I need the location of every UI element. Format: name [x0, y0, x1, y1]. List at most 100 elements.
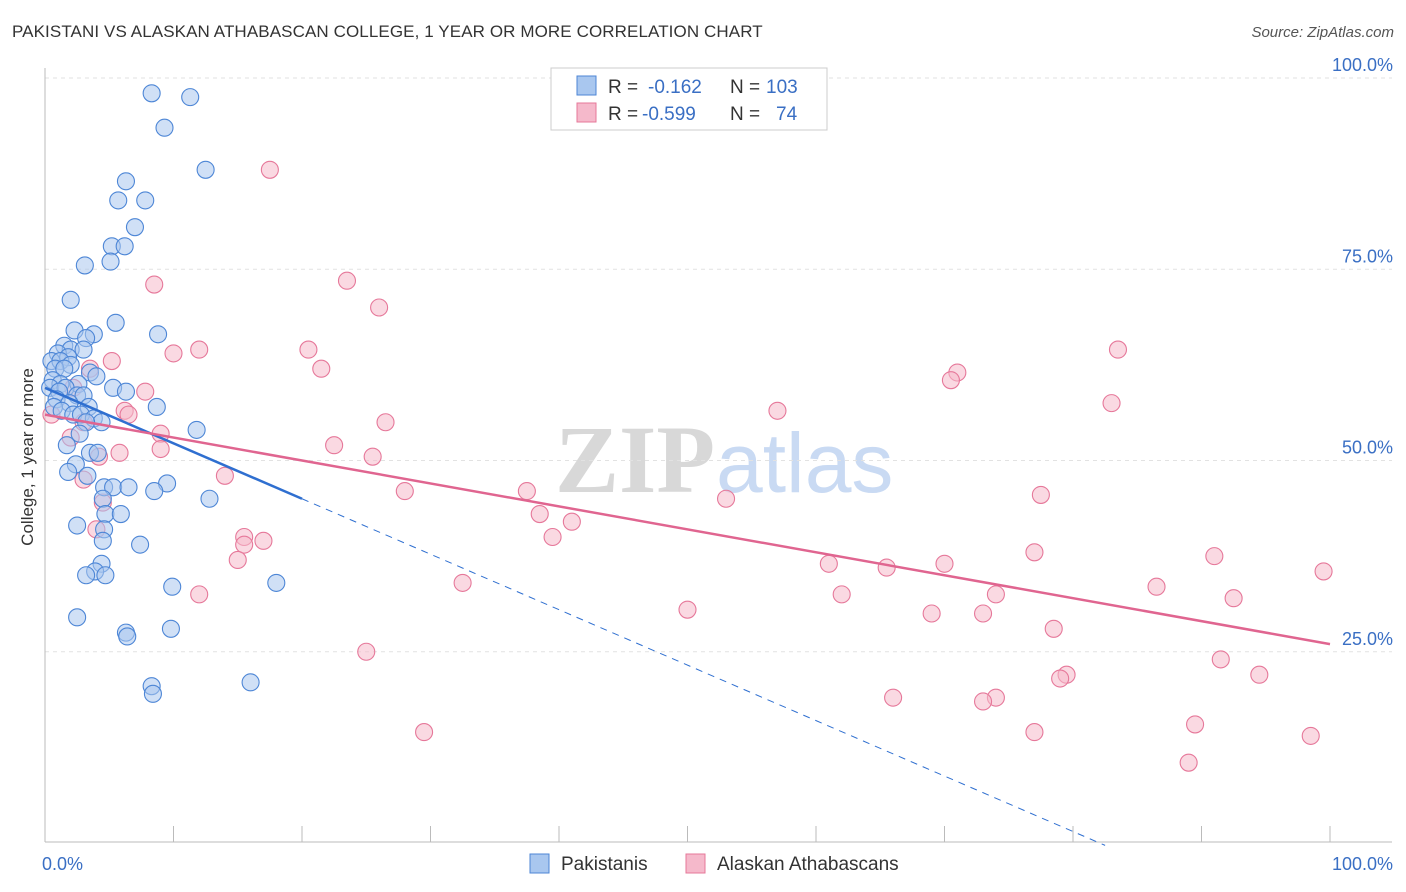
alaskan-point-28: [363, 447, 382, 466]
pakistani-point-51: [187, 420, 206, 439]
alaskan-point-59: [1044, 619, 1063, 638]
pakistani-point-5: [109, 191, 128, 210]
alaskan-point-6: [164, 344, 183, 363]
alaskan-point-32: [395, 482, 414, 501]
alaskan-point-40: [254, 531, 273, 550]
alaskan-point-15: [1102, 394, 1121, 413]
y-axis-label: College, 1 year or more: [18, 368, 37, 546]
alaskan-point-71: [1301, 726, 1320, 745]
alaskan-point-43: [1025, 543, 1044, 562]
pakistani-point-16: [149, 325, 168, 344]
gridlines: [45, 77, 1392, 653]
pakistani-point-66: [96, 504, 115, 524]
pakistani-point-67: [111, 504, 130, 524]
alaskan-point-60: [357, 642, 376, 661]
alaskan-point-29: [215, 466, 234, 485]
alaskan-point-0: [260, 160, 279, 179]
pakistani-point-53: [57, 436, 76, 455]
legend-n-label-1: N =: [730, 77, 760, 98]
pakistani-point-62: [119, 478, 138, 497]
alaskan-point-48: [877, 558, 896, 577]
pakistani-point-4: [116, 172, 136, 191]
pakistani-point-11: [101, 252, 120, 271]
alaskan-point-57: [922, 604, 941, 623]
y-tick-label-1: 50.0%: [1342, 438, 1393, 458]
pakistani-point-79: [161, 619, 180, 638]
pakistani-point-84: [241, 673, 260, 692]
legend-r-value-1: -0.162: [648, 77, 702, 98]
pakistani-point-76: [163, 577, 182, 596]
pakistani-point-3: [196, 160, 215, 179]
alaskan-point-69: [1025, 723, 1044, 742]
alaskan-point-4: [299, 340, 318, 359]
pakistani-point-52: [70, 424, 89, 443]
chart-title: PAKISTANI VS ALASKAN ATHABASCAN COLLEGE,…: [12, 22, 763, 41]
pakistani-point-12: [61, 290, 80, 309]
pakistani-point-55: [88, 443, 107, 462]
axes: 25.0% 50.0% 75.0% 100.0% 0.0% 100.0%: [42, 55, 1393, 874]
pakistani-point-36: [116, 382, 136, 401]
stats-legend: R = -0.162 N = 103 R = -0.599 N = 74: [550, 67, 828, 131]
y-tick-label-2: 75.0%: [1342, 246, 1393, 266]
alaskan-point-51: [1147, 577, 1166, 596]
pakistani-point-81: [118, 627, 137, 646]
alaskan-point-44: [228, 550, 247, 570]
alaskan-point-53: [190, 585, 209, 604]
alaskan-point-70: [1186, 715, 1205, 734]
bottom-legend-swatch-pakistanis: [529, 853, 550, 874]
alaskan-point-1: [337, 271, 357, 290]
alaskan-point-68: [415, 723, 434, 742]
alaskan-point-50: [453, 573, 472, 592]
alaskan-point-26: [110, 443, 129, 462]
source-label: Source: ZipAtlas.com: [1251, 24, 1394, 41]
alaskan-point-62: [1250, 665, 1269, 684]
pakistani-point-10: [75, 256, 94, 275]
pakistani-point-57: [59, 462, 78, 482]
pakistani-point-20: [74, 340, 93, 359]
pakistani-point-78: [68, 608, 87, 627]
x-tick-label-0: 0.0%: [42, 854, 83, 874]
pakistani-point-68: [68, 516, 87, 535]
alaskan-point-55: [1224, 589, 1243, 608]
pakistani-point-83: [143, 684, 162, 703]
pakistani-point-75: [96, 566, 115, 585]
pakistani-point-7: [125, 218, 144, 237]
x-tick-label-1: 100.0%: [1332, 854, 1393, 874]
y-tick-label-3: 100.0%: [1332, 55, 1393, 75]
alaskan-point-52: [832, 585, 851, 604]
alaskan-point-72: [1179, 753, 1198, 772]
trend-lines: [44, 386, 1331, 846]
data-points: [41, 84, 1333, 772]
pakistani-point-2: [155, 118, 174, 137]
pakistani-point-49: [92, 413, 111, 432]
alaskan-point-14: [136, 382, 155, 401]
alaskan-point-49: [1314, 562, 1333, 581]
legend-swatch-pakistanis: [576, 75, 597, 96]
alaskan-point-7: [1108, 340, 1128, 359]
legend-n-label-2: N =: [730, 104, 760, 125]
y-tick-label-0: 25.0%: [1342, 629, 1393, 649]
alaskan-point-8: [102, 351, 121, 371]
alaskan-point-41: [543, 527, 562, 547]
alaskan-point-25: [151, 439, 170, 459]
pakistani-point-71: [131, 535, 150, 554]
alaskan-point-17: [768, 401, 787, 420]
alaskan-point-67: [973, 692, 993, 711]
alaskan-point-3: [370, 298, 389, 317]
pakistani-point-6: [136, 191, 155, 210]
alaskan-point-37: [562, 512, 581, 531]
pakistani-point-9: [115, 237, 134, 256]
alaskan-point-2: [145, 275, 164, 294]
pakistanis-trend-extension: [301, 498, 1106, 846]
alaskan-point-58: [973, 604, 993, 623]
alaskan-point-56: [678, 600, 697, 619]
pakistani-point-74: [77, 566, 96, 585]
pakistani-point-63: [145, 482, 164, 501]
pakistanis-trend-line: [44, 386, 303, 500]
pakistani-point-77: [267, 573, 286, 592]
alaskan-point-10: [312, 359, 331, 378]
legend-n-value-1: 103: [766, 77, 798, 98]
pakistani-point-1: [181, 88, 200, 107]
alaskan-point-61: [1211, 650, 1230, 669]
alaskan-point-46: [819, 554, 838, 573]
